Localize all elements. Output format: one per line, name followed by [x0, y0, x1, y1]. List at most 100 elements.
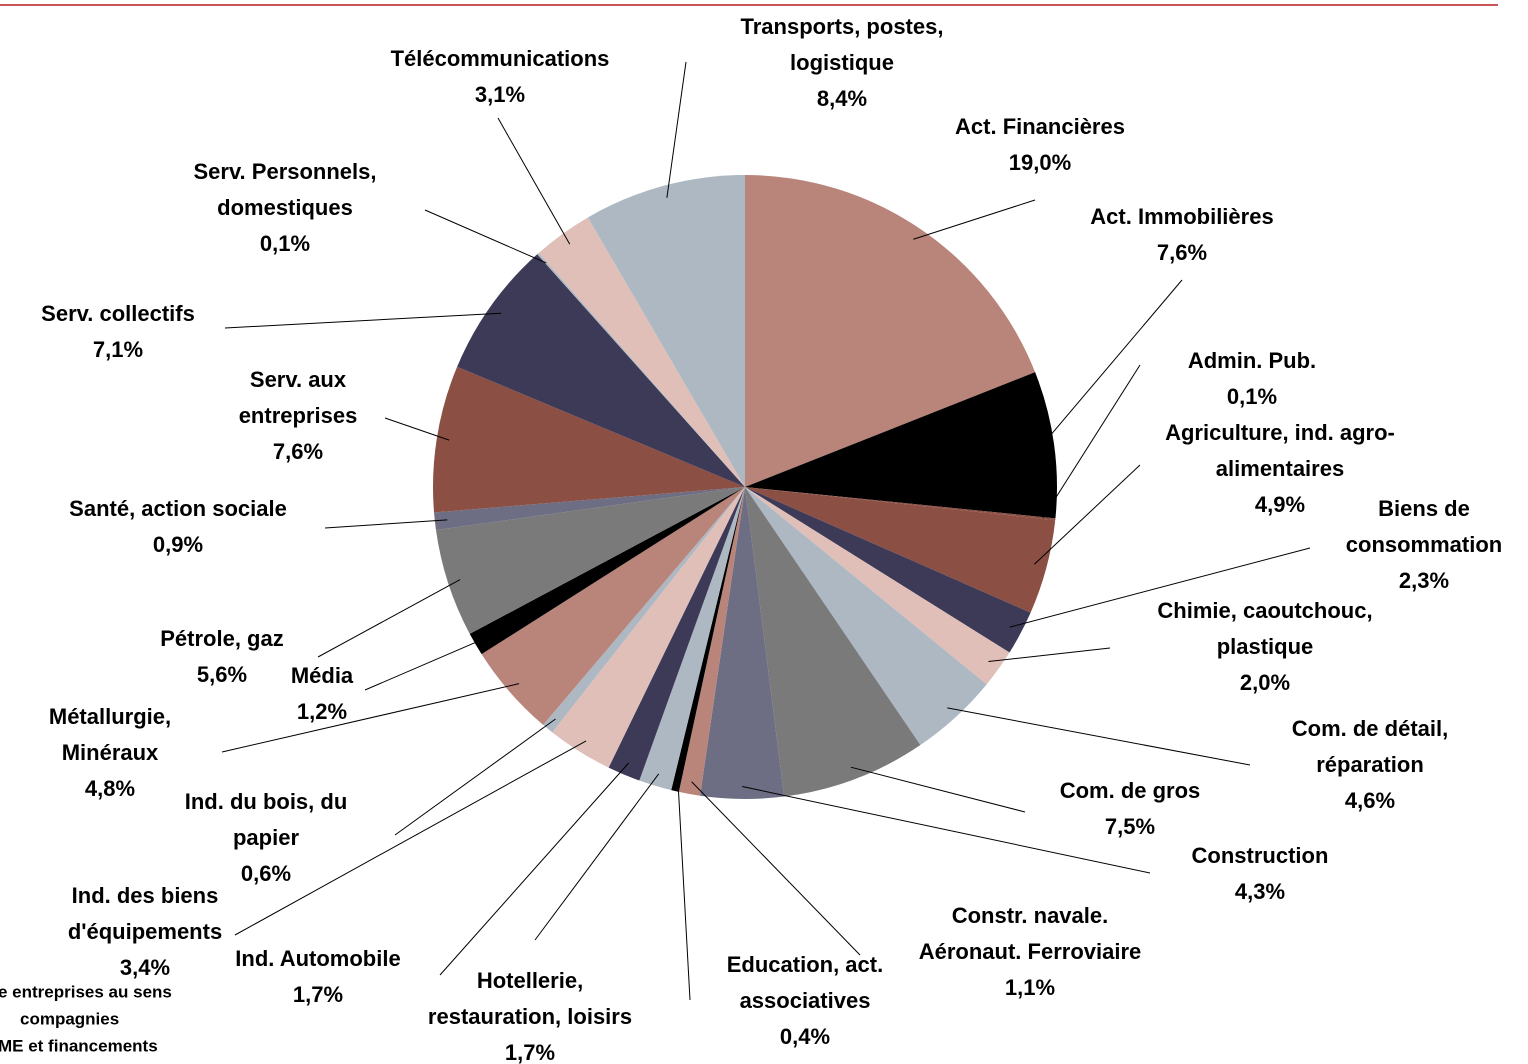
pie-slice: [457, 254, 745, 487]
pie-slice: [700, 487, 785, 799]
slice-label: Education, act.: [727, 952, 883, 977]
pie-slice: [745, 487, 987, 746]
slice-label: restauration, loisirs: [428, 1004, 632, 1029]
slice-label: logistique: [790, 50, 894, 75]
slice-value: 2,3%: [1399, 568, 1449, 593]
leader-line: [324, 519, 448, 529]
pie-slice: [678, 487, 745, 796]
leader-line: [913, 199, 1036, 240]
slice-label: Serv. aux: [250, 367, 347, 392]
pie-slice: [745, 487, 1010, 685]
slice-value: 0,1%: [260, 231, 310, 256]
slice-value: 1,7%: [293, 982, 343, 1007]
leader-line: [364, 637, 487, 691]
slice-value: 8,4%: [817, 86, 867, 111]
leader-line: [1042, 364, 1141, 519]
pie-slice: [537, 252, 745, 487]
slice-label: réparation: [1316, 752, 1424, 777]
leader-line: [1041, 279, 1183, 447]
slice-value: 0,1%: [1227, 384, 1277, 409]
pie-slice: [481, 487, 745, 725]
slice-label: Com. de gros: [1060, 778, 1201, 803]
slice-value: 19,0%: [1009, 150, 1071, 175]
leader-line: [384, 417, 450, 441]
pie-slice: [435, 487, 745, 634]
pie-slice: [671, 487, 745, 792]
leader-line: [691, 781, 861, 956]
pie-slice: [608, 487, 745, 781]
footnote: e entreprises au sens: [0, 982, 172, 1001]
slice-value: 5,6%: [197, 662, 247, 687]
slice-label: consommation: [1346, 532, 1502, 557]
leader-line: [850, 766, 1026, 813]
slice-label: Construction: [1192, 843, 1329, 868]
leader-line: [234, 740, 587, 936]
pie-slice: [745, 487, 1056, 521]
slice-label: Minéraux: [62, 740, 159, 765]
slice-value: 4,8%: [85, 776, 135, 801]
slice-label: alimentaires: [1216, 456, 1344, 481]
slice-value: 4,6%: [1345, 788, 1395, 813]
leader-line: [534, 773, 660, 941]
slice-value: 7,1%: [93, 337, 143, 362]
slice-label: domestiques: [217, 195, 353, 220]
leader-line: [497, 117, 571, 245]
slice-label: Pétrole, gaz: [160, 626, 283, 651]
slice-label: associatives: [740, 988, 871, 1013]
slice-value: 7,6%: [1157, 240, 1207, 265]
slice-value: 4,3%: [1235, 879, 1285, 904]
leader-line: [666, 61, 687, 198]
slice-label: papier: [233, 825, 299, 850]
slice-label: Admin. Pub.: [1188, 348, 1316, 373]
slice-label: Hotellerie,: [477, 968, 583, 993]
slice-label: Ind. Automobile: [235, 946, 400, 971]
slice-label: Ind. du bois, du: [185, 789, 348, 814]
pie-slice: [433, 366, 745, 513]
pie-slice: [745, 487, 1031, 653]
slice-value: 0,4%: [780, 1024, 830, 1049]
slice-value: 1,7%: [505, 1040, 555, 1064]
leader-line: [439, 762, 630, 976]
leader-line: [1009, 547, 1311, 628]
slice-label: Agriculture, ind. agro-: [1165, 420, 1395, 445]
slice-value: 7,6%: [273, 439, 323, 464]
slice-label: Métallurgie,: [49, 704, 171, 729]
pie-slice: [538, 217, 745, 488]
slice-label: Serv. Personnels,: [193, 159, 376, 184]
pie-slice: [745, 372, 1057, 519]
slice-label: Transports, postes,: [741, 14, 944, 39]
slice-label: Télécommunications: [391, 46, 610, 71]
pie-slice: [745, 487, 1056, 613]
slice-value: 0,9%: [153, 532, 203, 557]
leader-line: [394, 718, 556, 836]
slice-label: plastique: [1217, 634, 1314, 659]
pie-slice: [552, 487, 745, 768]
pie-slice: [543, 487, 745, 733]
slice-value: 1,2%: [297, 699, 347, 724]
slice-label: entreprises: [239, 403, 358, 428]
leader-line: [224, 312, 502, 329]
leader-line: [677, 778, 691, 1001]
slice-value: 3,1%: [475, 82, 525, 107]
slice-value: 0,6%: [241, 861, 291, 886]
slice-label: Ind. des biens: [72, 883, 219, 908]
pie-slice: [434, 487, 745, 530]
slice-label: d'équipements: [68, 919, 222, 944]
slice-label: Biens de: [1378, 496, 1470, 521]
footnote: ME et financements: [0, 1036, 158, 1055]
leader-line: [317, 579, 461, 658]
pie-slice: [587, 175, 745, 487]
pie-slice: [745, 175, 1036, 487]
slice-value: 7,5%: [1105, 814, 1155, 839]
leader-line: [742, 786, 1151, 874]
leader-line: [988, 647, 1111, 663]
pie-slice: [469, 487, 745, 655]
slice-label: Serv. collectifs: [41, 301, 195, 326]
slice-label: Aéronaut. Ferroviaire: [919, 939, 1142, 964]
slice-value: 3,4%: [120, 955, 170, 980]
footnote: compagnies: [20, 1009, 119, 1028]
slice-value: 2,0%: [1240, 670, 1290, 695]
pie-slice: [639, 487, 745, 791]
slice-label: Chimie, caoutchouc,: [1157, 598, 1372, 623]
